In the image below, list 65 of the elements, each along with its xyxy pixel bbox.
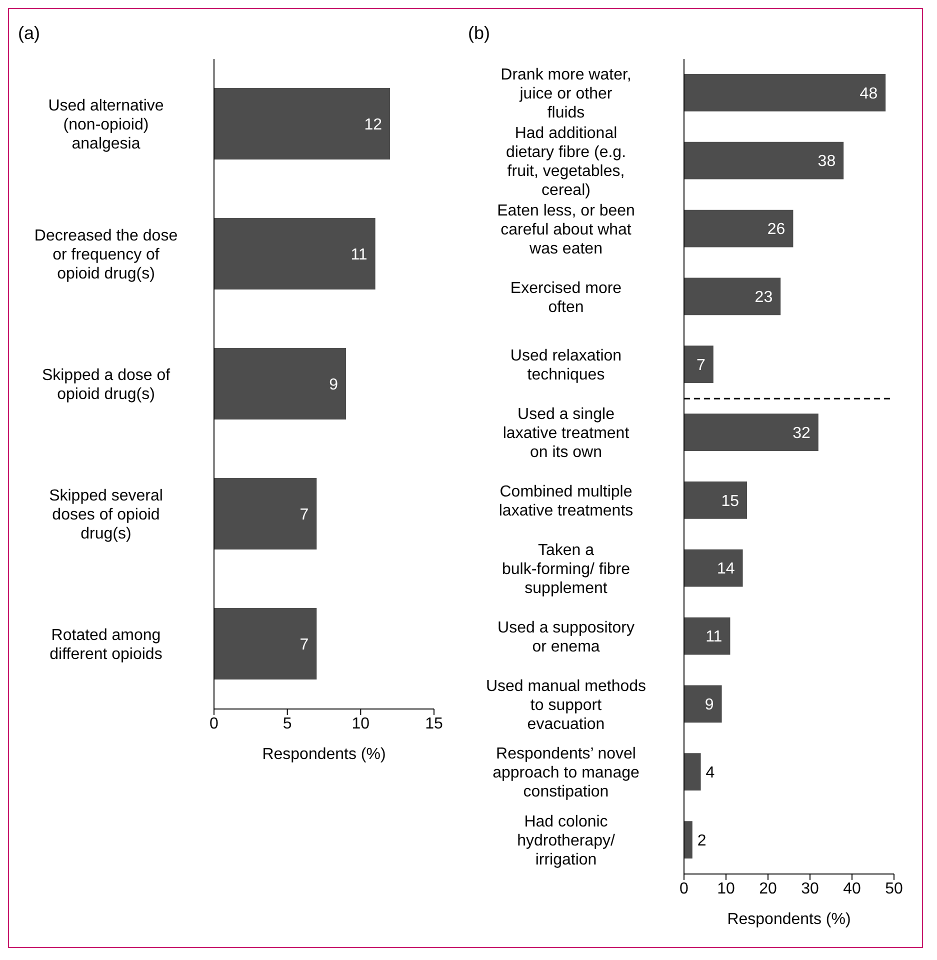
y-tick-label: Taken a bulk-forming/ fibre supplement [502,542,630,597]
data-label: 23 [754,289,773,306]
data-label: 9 [329,376,338,394]
bar [684,210,794,248]
y-tick-label: Rotated among different opioids [50,627,162,664]
bar [684,346,714,384]
data-label: 26 [767,221,786,238]
data-label: 48 [860,85,878,102]
bar [684,753,701,791]
bar [214,218,376,290]
data-label: 11 [350,246,368,264]
x-tick-label: 0 [680,880,689,898]
y-tick-label: Combined multiple laxative treatments [498,484,634,520]
x-tick-label: 15 [425,715,443,732]
y-tick-label: Decreased the dose or frequency of opioid drug(s) [34,228,178,283]
x-tick-label: 0 [210,715,219,732]
data-label: 9 [704,696,714,714]
text: (a) [18,23,40,44]
bar [684,685,722,723]
y-tick-label: Respondents’ novel approach to manage constipation [492,746,640,801]
data-label: 7 [300,506,309,524]
x-axis-title: Respondents (%) [727,911,851,928]
bar [684,482,747,519]
data-label: 38 [818,153,836,170]
y-tick-label: Eaten less, or been careful about what was eaten [497,202,635,258]
bar [684,617,730,655]
y-tick-label: Drank more water, juice or other fluids [500,66,632,122]
bar [214,608,317,680]
data-label: 12 [364,116,382,134]
bar [684,278,781,316]
y-tick-label: Used relaxation techniques [510,348,622,384]
data-label: 14 [717,560,735,578]
x-tick-label: 40 [843,880,861,898]
bar [214,348,346,420]
y-tick-label: Used alternative (non-opioid) analgesia [48,98,164,153]
bar [214,88,390,160]
data-label: 7 [696,356,706,374]
x-tick-label: 10 [352,715,370,732]
data-label: 4 [706,764,715,782]
data-label: 32 [792,424,810,442]
y-tick-label: Used a suppository or enema [498,619,634,656]
bar [684,549,743,587]
bar [684,142,844,180]
bar [214,478,317,550]
y-tick-label: Had additional dietary fibre (e.g. fruit, vegetables, cereal) [506,124,626,199]
data-label: 7 [300,636,309,654]
y-tick-label: Had colonic hydrotherapy/ irrigation [517,814,616,869]
x-tick-label: 50 [885,880,903,898]
y-tick-label: Skipped a dose of opioid drug(s) [42,367,171,404]
x-tick-label: 20 [759,880,777,898]
x-tick-label: 5 [282,715,292,732]
bar [684,74,886,112]
x-tick-label: 30 [801,880,819,898]
bar [684,414,818,451]
y-tick-label: Skipped several doses of opioid drug(s) [49,488,163,543]
text: (b) [468,23,490,44]
y-tick-label: Used manual methods to support evacuation [486,678,646,733]
x-axis-title: Respondents (%) [262,746,386,763]
bar [684,821,692,858]
data-label: 2 [697,832,706,850]
x-tick-label: 10 [717,880,735,898]
y-tick-label: Used a single laxative treatment on its own [502,406,630,462]
y-tick-label: Exercised more often [510,280,622,316]
data-label: 11 [706,628,722,646]
data-label: 15 [721,492,740,510]
